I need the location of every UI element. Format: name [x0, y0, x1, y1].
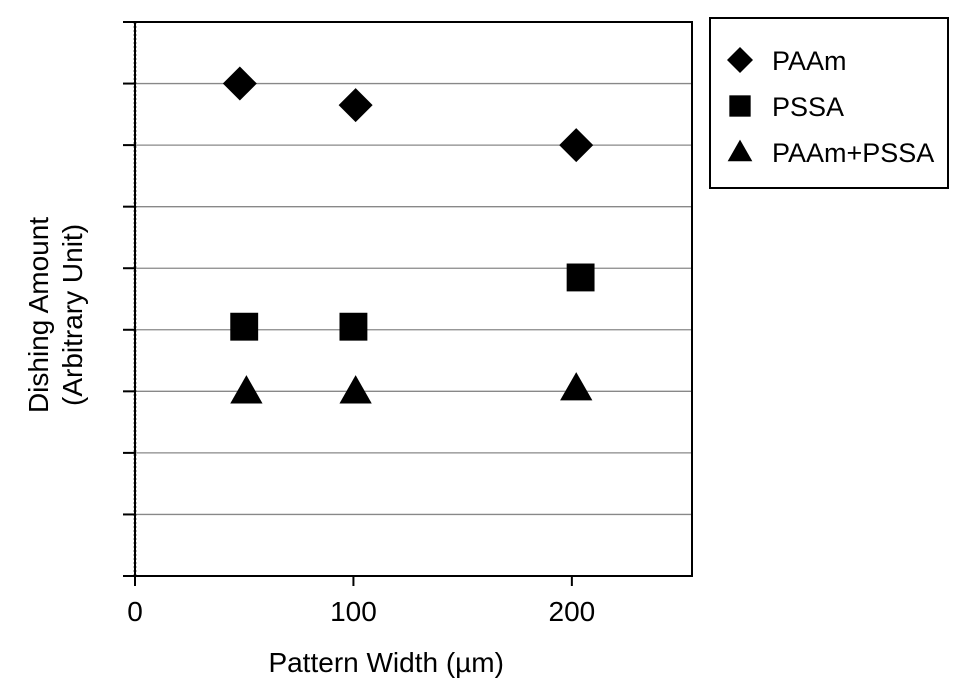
data-point-diamond: [223, 67, 257, 101]
legend-label: PSSA: [772, 92, 844, 122]
legend: PAAm PSSA PAAm+PSSA: [710, 18, 948, 188]
data-point-diamond: [339, 88, 373, 122]
data-point-square: [567, 264, 595, 292]
y-axis-title-line-2: (Arbitrary Unit): [57, 224, 88, 406]
x-tick-label: 0: [127, 596, 143, 627]
grid-lines: [135, 84, 692, 515]
plot-area: [135, 22, 692, 576]
x-tick-label: 100: [330, 596, 377, 627]
data-point-triangle: [560, 372, 592, 400]
legend-marker-square: [729, 95, 750, 116]
data-points: [223, 67, 595, 404]
data-point-diamond: [559, 128, 593, 162]
data-point-square: [339, 313, 367, 341]
x-tick-label: 200: [549, 596, 596, 627]
legend-label: PAAm+PSSA: [772, 138, 934, 168]
data-point-square: [230, 313, 258, 341]
legend-label: PAAm: [772, 46, 847, 76]
x-tick-labels: 0 100 200: [127, 596, 595, 627]
y-axis-title: Dishing Amount (Arbitrary Unit): [23, 217, 88, 413]
x-axis-title: Pattern Width (µm): [268, 647, 504, 678]
y-axis-title-line-1: Dishing Amount: [23, 217, 54, 413]
data-point-triangle: [339, 375, 371, 403]
data-point-triangle: [230, 375, 262, 403]
